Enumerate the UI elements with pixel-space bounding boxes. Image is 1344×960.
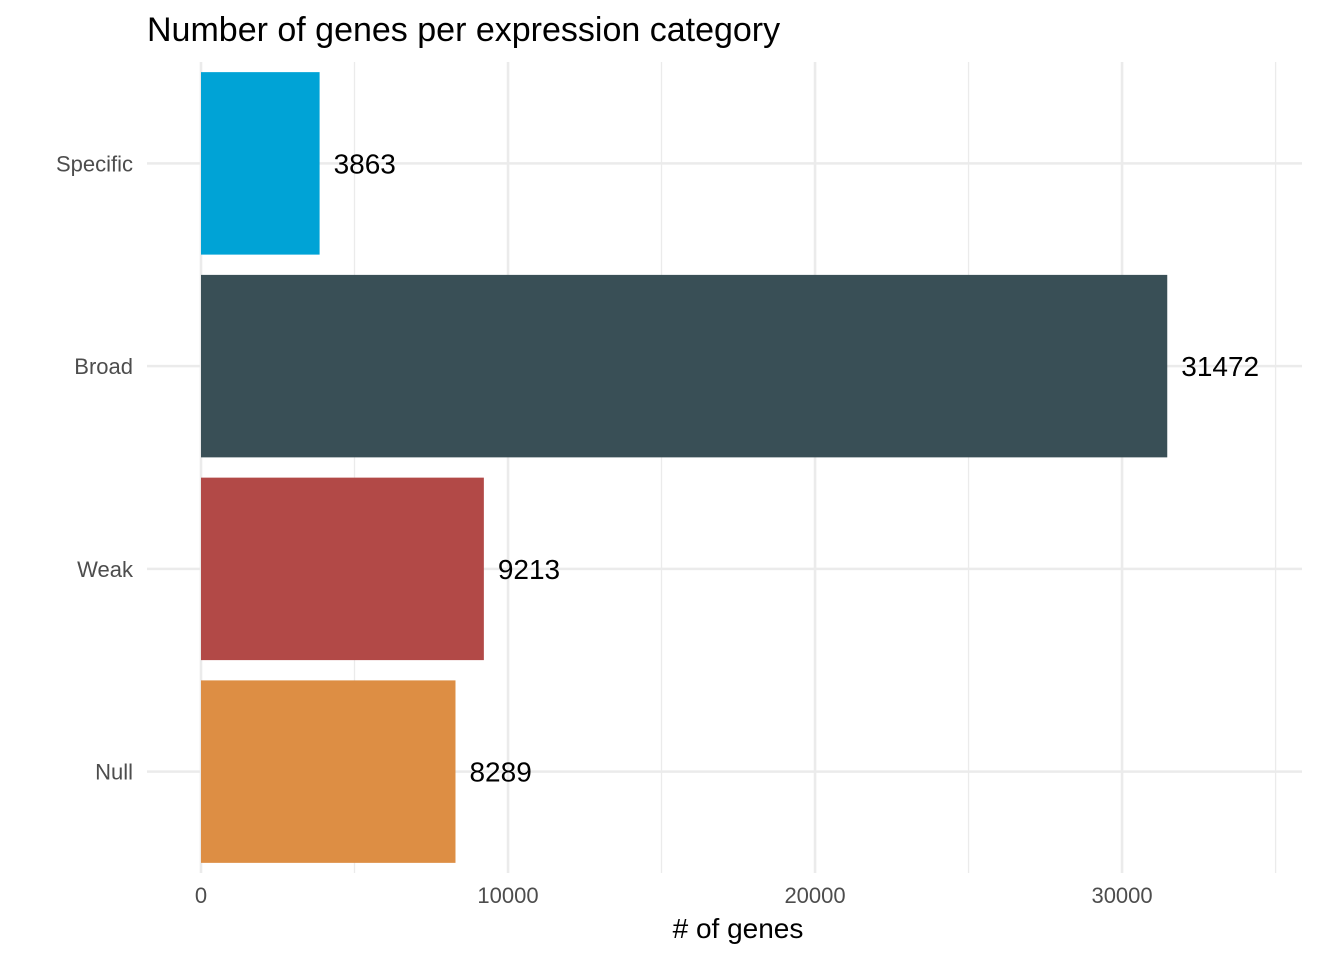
bar-specific xyxy=(201,72,320,255)
data-label-null: 8289 xyxy=(469,757,531,788)
y-tick-label-null: Null xyxy=(95,760,133,785)
data-label-specific: 3863 xyxy=(334,148,396,179)
bars xyxy=(201,72,1168,863)
y-tick-label-broad: Broad xyxy=(74,354,133,379)
x-tick-label: 10000 xyxy=(477,883,538,908)
y-axis-tick-labels: Null Weak Broad Specific xyxy=(56,151,134,784)
x-axis-tick-labels: 0 10000 20000 30000 xyxy=(195,883,1153,908)
bar-broad xyxy=(201,274,1168,458)
data-label-broad: 31472 xyxy=(1181,351,1259,382)
chart-title: Number of genes per expression category xyxy=(147,11,780,49)
data-labels: 8289 9213 31472 3863 xyxy=(334,148,1260,787)
y-tick-label-weak: Weak xyxy=(77,557,134,582)
bar-weak xyxy=(201,477,484,661)
data-label-weak: 9213 xyxy=(498,554,560,585)
bar-null xyxy=(201,680,456,863)
x-tick-label: 30000 xyxy=(1091,883,1152,908)
y-tick-label-specific: Specific xyxy=(56,151,133,176)
x-tick-label: 0 xyxy=(195,883,207,908)
x-axis-title: # of genes xyxy=(673,913,804,944)
x-tick-label: 20000 xyxy=(784,883,845,908)
